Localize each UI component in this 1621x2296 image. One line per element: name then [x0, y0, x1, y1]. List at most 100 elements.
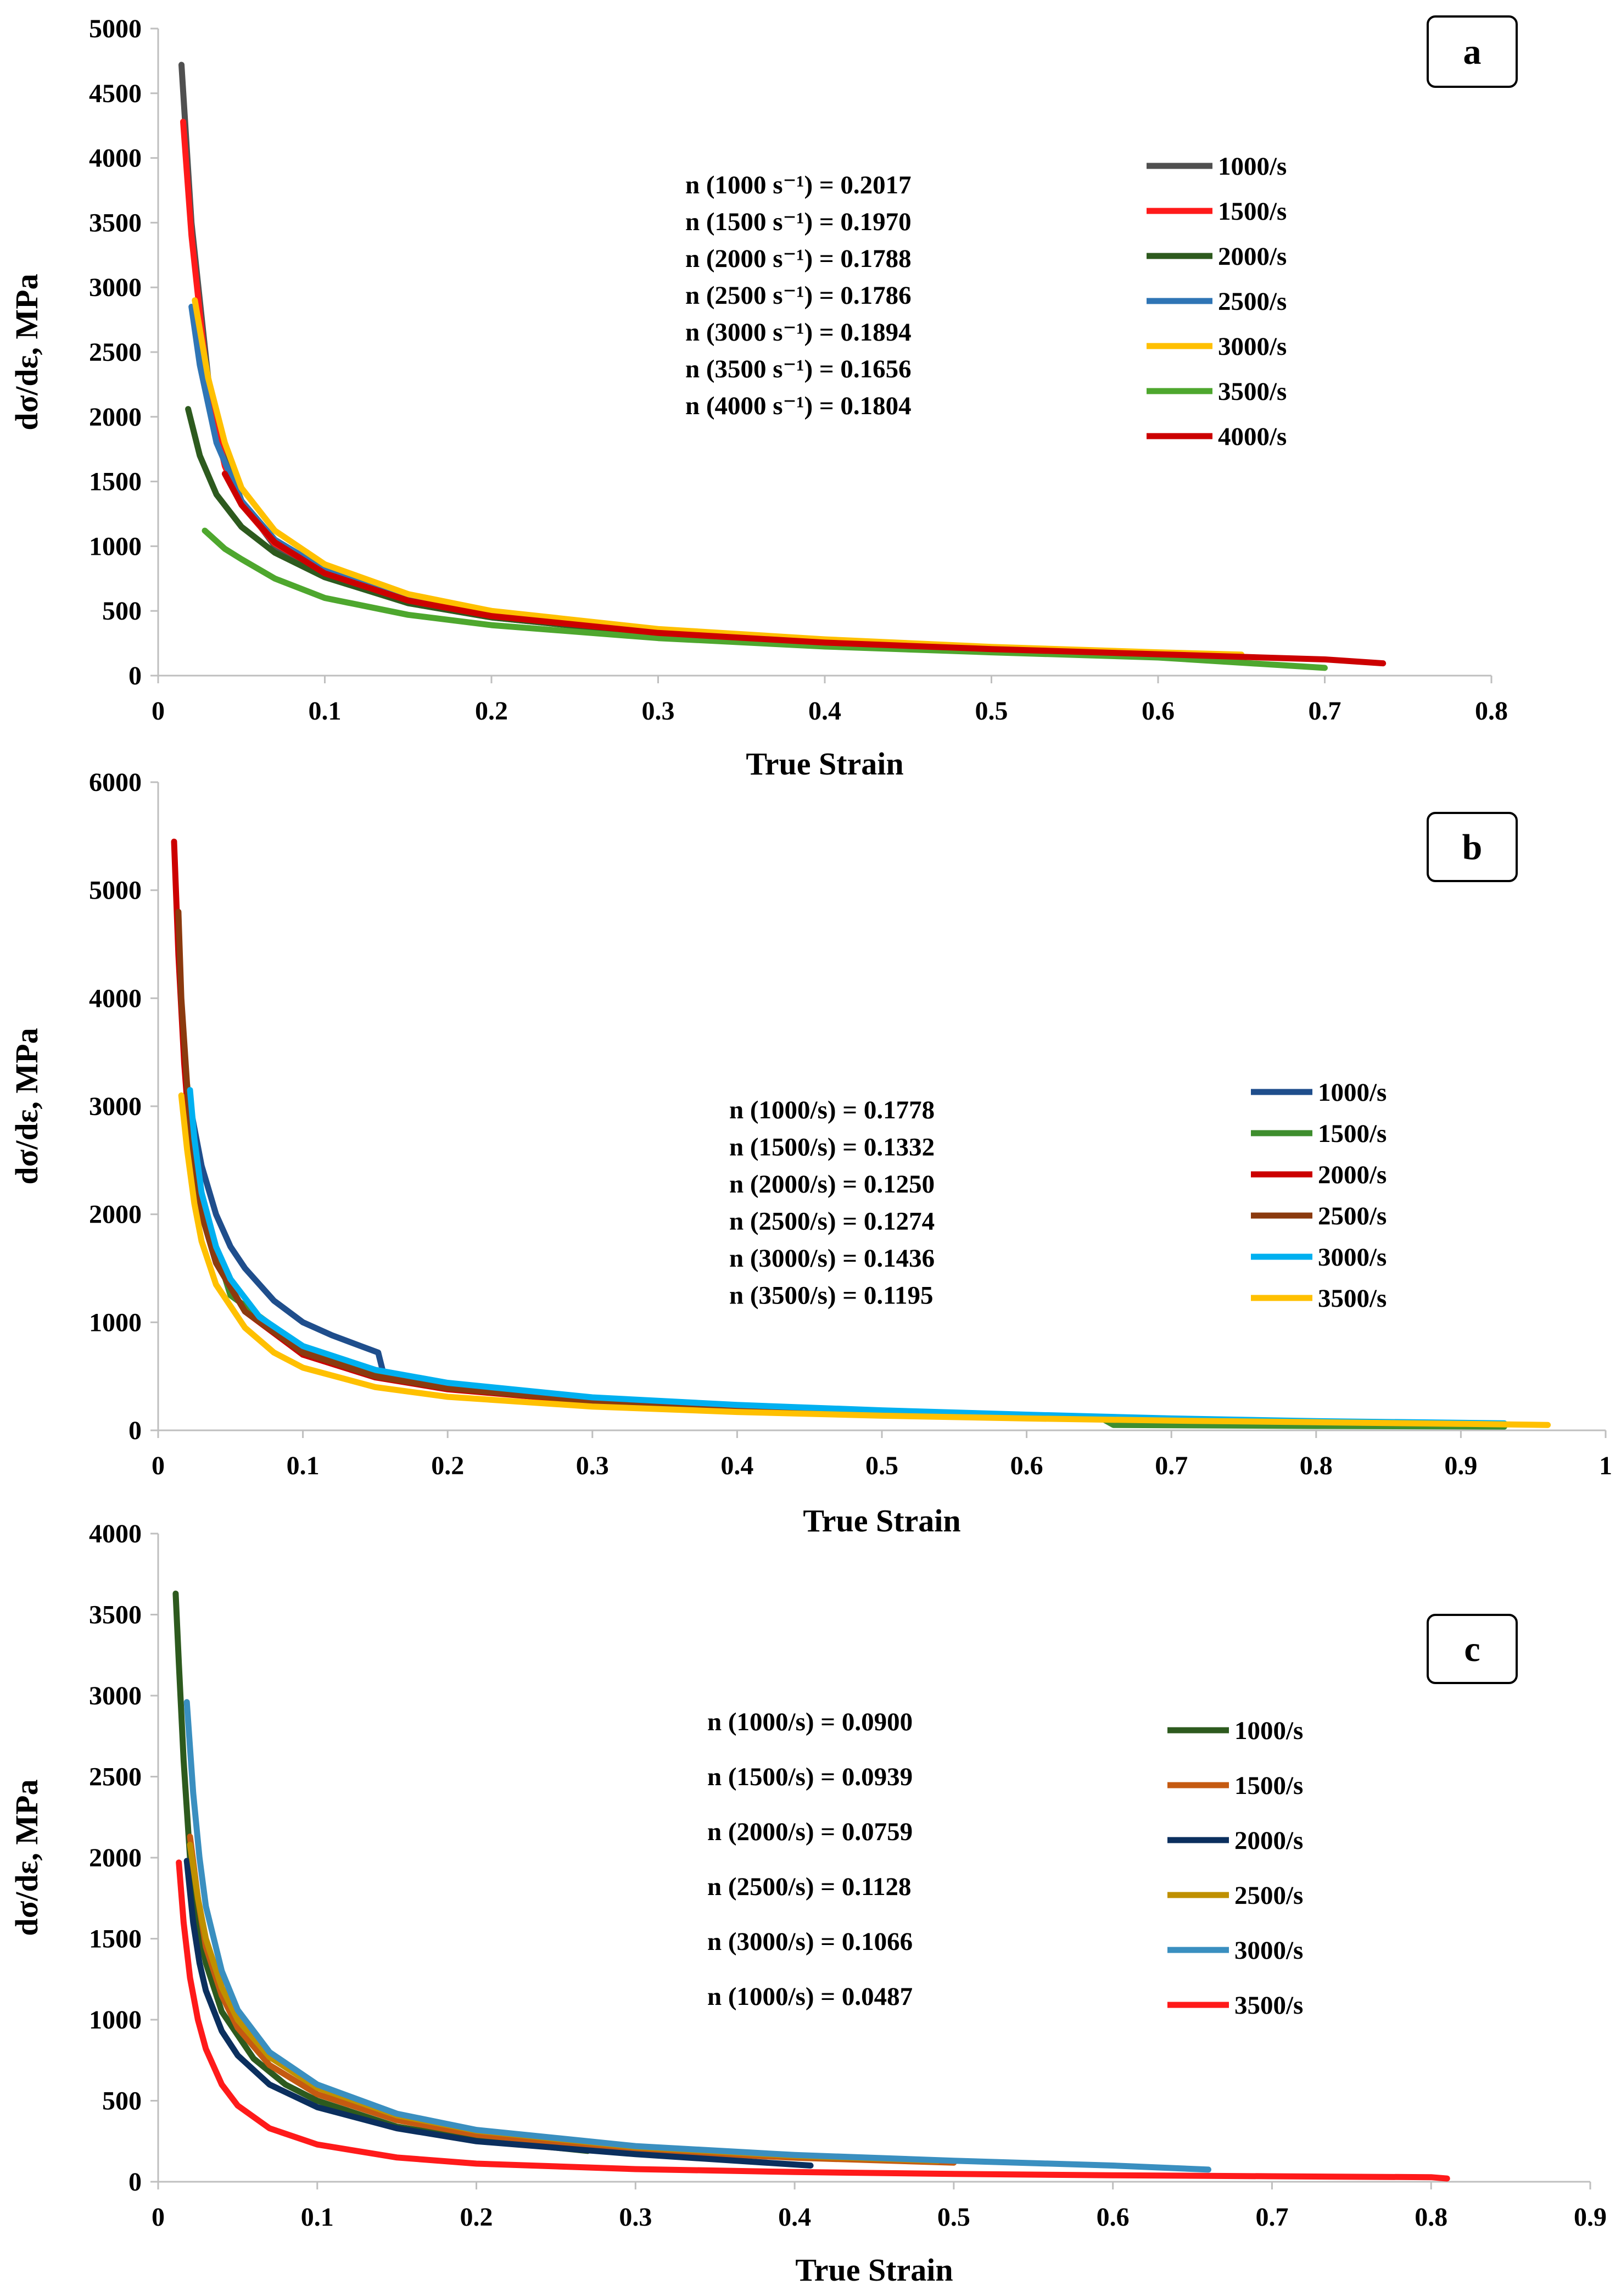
legend-label: 1500/s	[1218, 197, 1287, 226]
x-tick-label: 0.8	[1300, 1451, 1333, 1480]
x-tick-label: 0.3	[576, 1451, 609, 1480]
chart-panel-c: 0 500 1000 1500 2000 2500 3000 3500 4000 0 0.1 0.2 0…	[9, 1519, 1607, 2288]
y-tick-label: 3500	[89, 1601, 142, 1630]
y-tick-label: 500	[102, 597, 142, 626]
n-value-annotation: n (3000/s) = 0.1436	[729, 1244, 935, 1273]
legend-label: 3000/s	[1234, 1936, 1303, 1965]
y-tick-label: 3000	[89, 273, 142, 302]
n-value-annotation: n (3000/s) = 0.1066	[707, 1927, 913, 1956]
n-value-annotation: n (1500/s) = 0.0939	[707, 1763, 913, 1791]
n-value-annotation: n (2000/s) = 0.1250	[729, 1170, 935, 1199]
n-value-annotation: n (1000/s) = 0.0487	[707, 1982, 913, 2011]
x-tick-label: 0	[152, 696, 165, 726]
legend-label: 2000/s	[1218, 242, 1287, 271]
y-tick-label: 2000	[89, 1843, 142, 1873]
legend-label: 3500/s	[1234, 1991, 1303, 2020]
y-tick-label: 0	[128, 1416, 142, 1445]
x-tick-label: 0.7	[1155, 1451, 1188, 1480]
y-tick-label: 6000	[89, 768, 142, 797]
y-tick-label: 2500	[89, 1763, 142, 1792]
x-tick-label: 0.9	[1574, 2203, 1607, 2232]
y-tick-label: 2500	[89, 338, 142, 367]
x-tick-label: 0	[152, 2203, 165, 2232]
series-line-4000-per-s	[221, 471, 1387, 667]
legend-label: 2500/s	[1318, 1202, 1387, 1230]
series-line-1000-per-s	[184, 1087, 386, 1373]
x-tick-label: 0.2	[460, 2203, 493, 2232]
y-tick-label: 3000	[89, 1681, 142, 1710]
y-tick-label: 4000	[89, 144, 142, 173]
x-tick-label: 0.2	[475, 696, 508, 726]
x-axis-title: True Strain	[803, 1503, 960, 1539]
n-value-annotation: n (2000 s⁻¹) = 0.1788	[685, 244, 912, 273]
y-tick-label: 4500	[89, 79, 142, 108]
legend-label: 4000/s	[1218, 422, 1287, 451]
legend-label: 3000/s	[1318, 1243, 1387, 1272]
legend-label: 1000/s	[1318, 1078, 1387, 1107]
n-value-annotation: n (2500 s⁻¹) = 0.1786	[685, 281, 912, 310]
x-tick-label: 0.3	[642, 696, 675, 726]
x-axis-title: True Strain	[795, 2252, 953, 2288]
legend-label: 1500/s	[1318, 1119, 1387, 1148]
n-value-annotation: n (2500/s) = 0.1274	[729, 1207, 935, 1236]
y-tick-label: 5000	[89, 876, 142, 905]
panel-label: c	[1464, 1629, 1480, 1669]
y-tick-label: 1000	[89, 2005, 142, 2035]
y-tick-label: 1000	[89, 1308, 142, 1337]
y-tick-label: 1500	[89, 1925, 142, 1954]
n-value-annotation: n (1500 s⁻¹) = 0.1970	[685, 208, 912, 236]
y-tick-label: 1500	[89, 467, 142, 497]
x-tick-label: 0.4	[778, 2203, 811, 2232]
panel-label: a	[1463, 32, 1482, 72]
x-tick-label: 1	[1599, 1451, 1612, 1480]
n-value-annotation: n (4000 s⁻¹) = 0.1804	[685, 392, 912, 420]
y-tick-label: 3000	[89, 1092, 142, 1121]
legend-label: 1000/s	[1218, 152, 1287, 181]
y-tick-label: 0	[128, 2167, 142, 2197]
n-value-annotation: n (1000/s) = 0.0900	[707, 1708, 913, 1736]
x-tick-label: 0.1	[287, 1451, 320, 1480]
n-value-annotation: n (1000/s) = 0.1778	[729, 1096, 935, 1124]
y-tick-label: 2000	[89, 403, 142, 432]
x-tick-label: 0	[152, 1451, 165, 1480]
x-axis-title: True Strain	[746, 746, 903, 782]
y-tick-label: 4000	[89, 984, 142, 1013]
legend-label: 2500/s	[1218, 287, 1287, 316]
x-tick-label: 0.7	[1309, 696, 1341, 726]
series-line-3500-per-s	[202, 527, 1328, 671]
n-value-annotation: n (3500/s) = 0.1195	[729, 1281, 933, 1310]
x-tick-label: 0.3	[619, 2203, 652, 2232]
y-tick-label: 500	[102, 2087, 142, 2116]
y-axis-title: dσ/dε, MPa	[9, 274, 44, 430]
legend-label: 2000/s	[1234, 1826, 1303, 1855]
n-value-annotation: n (3500 s⁻¹) = 0.1656	[685, 355, 912, 383]
series-line-3000-per-s	[183, 1699, 1211, 2173]
series-line-3500-per-s	[178, 1092, 1551, 1428]
panel-label-box	[1427, 812, 1518, 882]
legend-label: 3500/s	[1318, 1284, 1387, 1313]
legend-label: 2000/s	[1318, 1161, 1387, 1189]
y-tick-label: 2000	[89, 1200, 142, 1229]
n-value-annotation: n (2500/s) = 0.1128	[707, 1873, 911, 1901]
panel-label: b	[1462, 827, 1483, 867]
y-axis-title: dσ/dε, MPa	[9, 1779, 44, 1936]
x-tick-label: 0.6	[1097, 2203, 1130, 2232]
x-tick-label: 0.9	[1444, 1451, 1477, 1480]
n-value-annotation: n (3000 s⁻¹) = 0.1894	[685, 318, 912, 347]
x-tick-label: 0.7	[1255, 2203, 1288, 2232]
legend-label: 3000/s	[1218, 332, 1287, 361]
panel-label-box	[1427, 15, 1518, 88]
y-tick-label: 0	[128, 661, 142, 690]
x-tick-label: 0.5	[865, 1451, 898, 1480]
series-line-2000-per-s	[183, 1858, 814, 2169]
y-tick-label: 5000	[89, 14, 142, 43]
x-tick-label: 0.4	[808, 696, 841, 726]
x-tick-label: 0.6	[1142, 696, 1175, 726]
x-tick-label: 0.6	[1010, 1451, 1043, 1480]
x-tick-label: 0.8	[1415, 2203, 1447, 2232]
legend-label: 3500/s	[1218, 377, 1287, 406]
chart-panel-b: 0 1000 2000 3000 4000 5000 6000 0 0.1 0.2 0.3 0.4 0.…	[9, 768, 1612, 1539]
series-line-3500-per-s	[176, 1859, 1450, 2182]
x-tick-label: 0.1	[309, 696, 342, 726]
x-tick-label: 0.2	[431, 1451, 464, 1480]
